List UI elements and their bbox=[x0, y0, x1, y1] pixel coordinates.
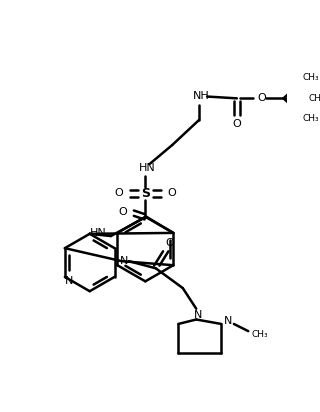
Text: O: O bbox=[119, 207, 127, 217]
Text: N: N bbox=[120, 256, 129, 266]
Text: NH: NH bbox=[193, 91, 209, 101]
Text: O: O bbox=[258, 94, 266, 103]
Text: HN: HN bbox=[139, 163, 156, 173]
Text: O: O bbox=[232, 119, 241, 129]
Text: S: S bbox=[141, 187, 150, 200]
Text: N: N bbox=[65, 276, 74, 286]
Text: O: O bbox=[165, 238, 174, 248]
Text: CH₃: CH₃ bbox=[303, 73, 320, 82]
Text: O: O bbox=[168, 188, 177, 199]
Text: N: N bbox=[194, 310, 202, 320]
Text: O: O bbox=[114, 188, 123, 199]
Text: CH₃: CH₃ bbox=[303, 115, 320, 124]
Text: CH₃: CH₃ bbox=[252, 330, 268, 339]
Text: CH₃: CH₃ bbox=[308, 94, 320, 103]
Text: N: N bbox=[224, 316, 233, 326]
Text: HN: HN bbox=[90, 228, 107, 239]
